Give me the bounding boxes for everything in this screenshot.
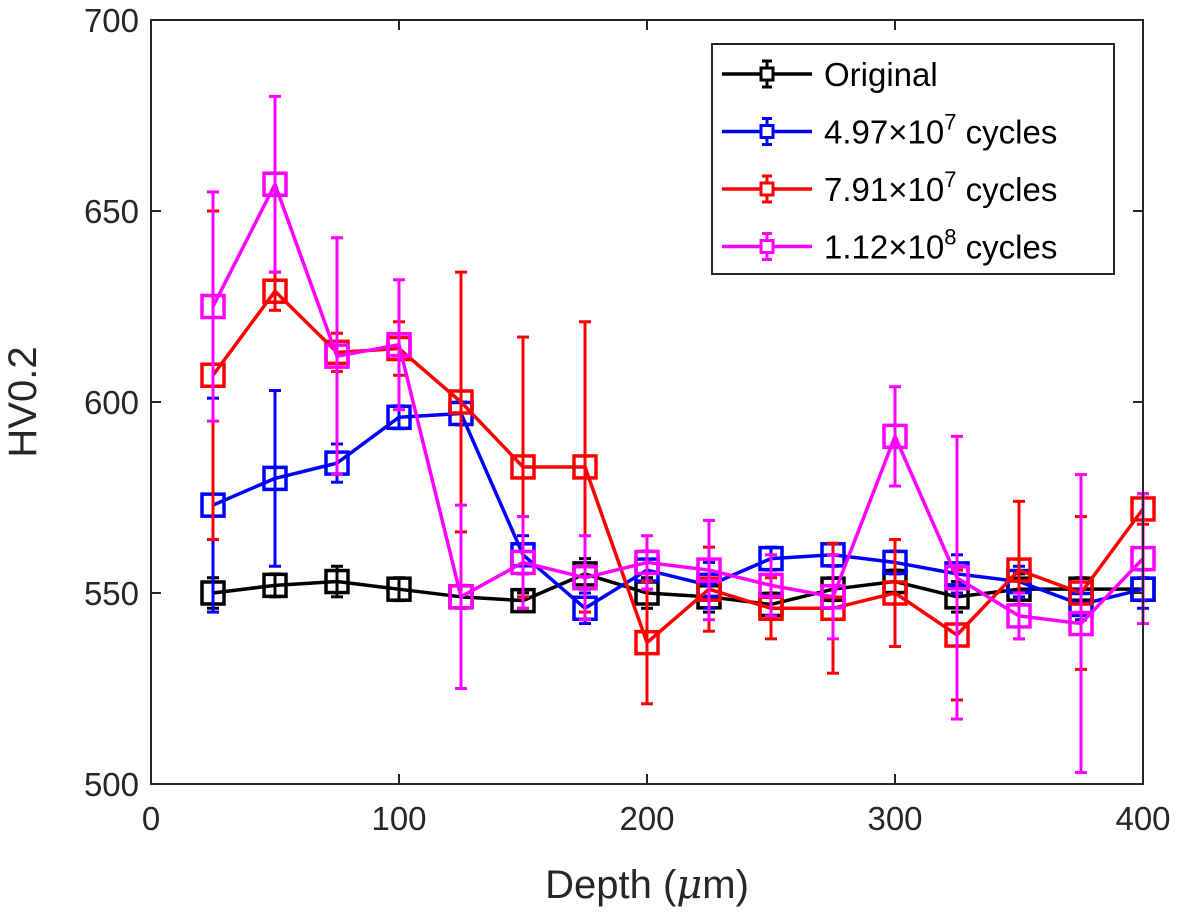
legend-label: Original [824,56,938,93]
x-tick-label: 300 [867,800,922,837]
data-point [882,580,908,606]
data-point [448,389,474,415]
legend-box [711,43,1115,275]
data-point [572,454,598,480]
data-point [634,629,660,656]
data-point [696,557,722,583]
data-point [820,584,846,610]
data-point [262,465,288,492]
data-point [572,564,598,591]
data-point [386,331,412,358]
legend-marker [759,239,775,254]
legend-label: 7.91×107 cycles [824,167,1057,208]
data-point [262,278,288,304]
legend-label: 1.12×108 cycles [824,225,1057,266]
legend-entry: 7.91×107 cycles [722,167,1057,208]
data-point [1006,557,1032,583]
axis-layer: 0 100 200 300 400 500 550 600 650 700 [84,2,1171,837]
data-point [262,171,288,198]
y-tick-label: 700 [84,2,139,39]
data-point [510,549,536,576]
legend-entry: 1.12×108 cycles [722,225,1057,266]
legend-label: 4.97×107 cycles [824,110,1057,151]
data-point [882,423,908,450]
data-point [324,343,350,369]
x-tick-label: 0 [142,800,160,837]
legend-entry: Original [722,56,938,93]
data-point [386,576,412,602]
series-line [212,411,1144,611]
data-point [324,568,350,595]
series-line [212,572,1143,607]
data-point [758,572,784,599]
y-axis-title: HV0.2 [1,346,45,457]
y-tick-label: 650 [84,193,139,230]
data-point [944,564,970,591]
legend-entry: 4.97×107 cycles [722,110,1057,151]
data-point [200,293,226,320]
x-axis-title-mu: μ [676,862,702,908]
data-point [1006,603,1032,629]
x-tick-label: 100 [371,800,426,837]
legend-marker [759,181,775,197]
data-point [1068,610,1094,637]
y-tick-label: 500 [84,766,139,803]
x-axis-title: Depth (μm) [545,862,749,908]
legend-marker [759,124,775,139]
legend-marker [759,66,775,82]
y-tick-label: 550 [84,575,139,612]
data-point [262,572,288,599]
legend: Original 4.97×107 cycles 7.91×107 cycles 1.… [711,43,1115,275]
series-line [211,182,1145,626]
x-tick-label: 400 [1115,800,1170,837]
data-point [634,549,660,576]
data-point [510,454,536,480]
data-point [448,584,474,610]
x-tick-label: 200 [619,800,674,837]
y-tick-label: 600 [84,384,139,421]
